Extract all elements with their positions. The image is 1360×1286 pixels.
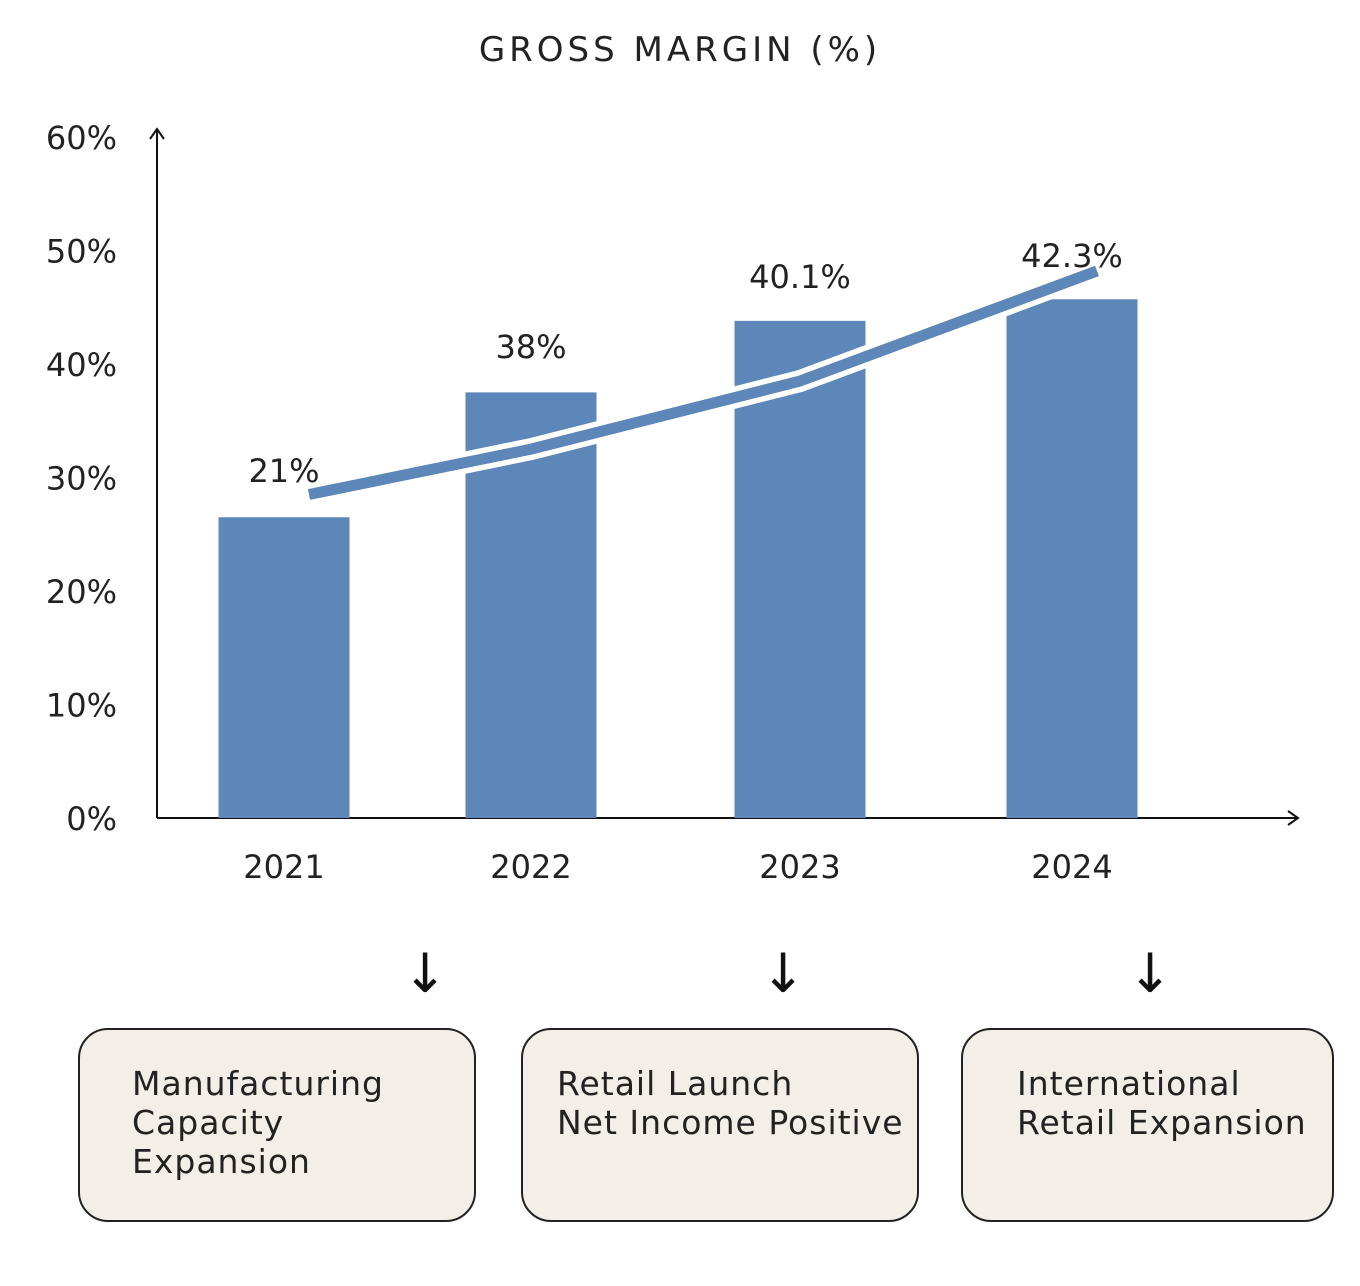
bar [734,320,866,818]
trend-line-group [306,260,1101,506]
milestone-box-international: International Retail Expansion [961,1028,1334,1222]
bar [1006,299,1138,818]
trend-line [307,265,1099,500]
y-tick-label: 10% [46,687,117,725]
y-tick-label: 0% [66,800,117,838]
trend-line-halo [306,260,1101,506]
y-tick-label: 20% [46,573,117,611]
x-tick-label: 2021 [243,848,324,886]
milestone-text: Capacity [132,1103,285,1142]
chart: GROSS MARGIN (%) 0% 10% 20% 30% 40% 50% 60% 21… [46,30,1300,886]
y-tick-labels: 0% 10% 20% 30% 40% 50% 60% [46,119,117,838]
milestone-text: Retail Launch [557,1064,794,1103]
x-tick-label: 2022 [490,848,571,886]
bar [218,517,350,818]
y-tick-label: 60% [46,119,117,157]
x-tick-labels: 2021 2022 2023 2024 [243,848,1112,886]
bars [218,299,1138,818]
data-labels: 21% 38% 40.1% 42.3% [248,237,1122,490]
y-tick-label: 30% [46,460,117,498]
chart-title: GROSS MARGIN (%) [479,30,881,70]
y-tick-label: 40% [46,346,117,384]
y-axis [149,127,165,818]
data-label: 21% [248,452,319,490]
down-arrow-icon: ↓ [760,942,806,1005]
milestone-text: Net Income Positive [557,1103,904,1142]
milestone-text: International [1017,1064,1241,1103]
milestone-text: Expansion [132,1142,311,1181]
data-label: 42.3% [1021,237,1123,275]
milestone-box-retail-launch: Retail Launch Net Income Positive [521,1028,919,1222]
milestone-text: Retail Expansion [1017,1103,1307,1142]
x-tick-label: 2024 [1031,848,1112,886]
down-arrow-icon: ↓ [402,942,448,1005]
x-tick-label: 2023 [759,848,840,886]
data-label: 40.1% [749,258,851,296]
data-label: 38% [495,328,566,366]
down-arrow-icon: ↓ [1127,942,1173,1005]
milestone-text: Manufacturing [132,1064,384,1103]
y-tick-label: 50% [46,233,117,271]
milestone-box-manufacturing: Manufacturing Capacity Expansion [78,1028,476,1222]
